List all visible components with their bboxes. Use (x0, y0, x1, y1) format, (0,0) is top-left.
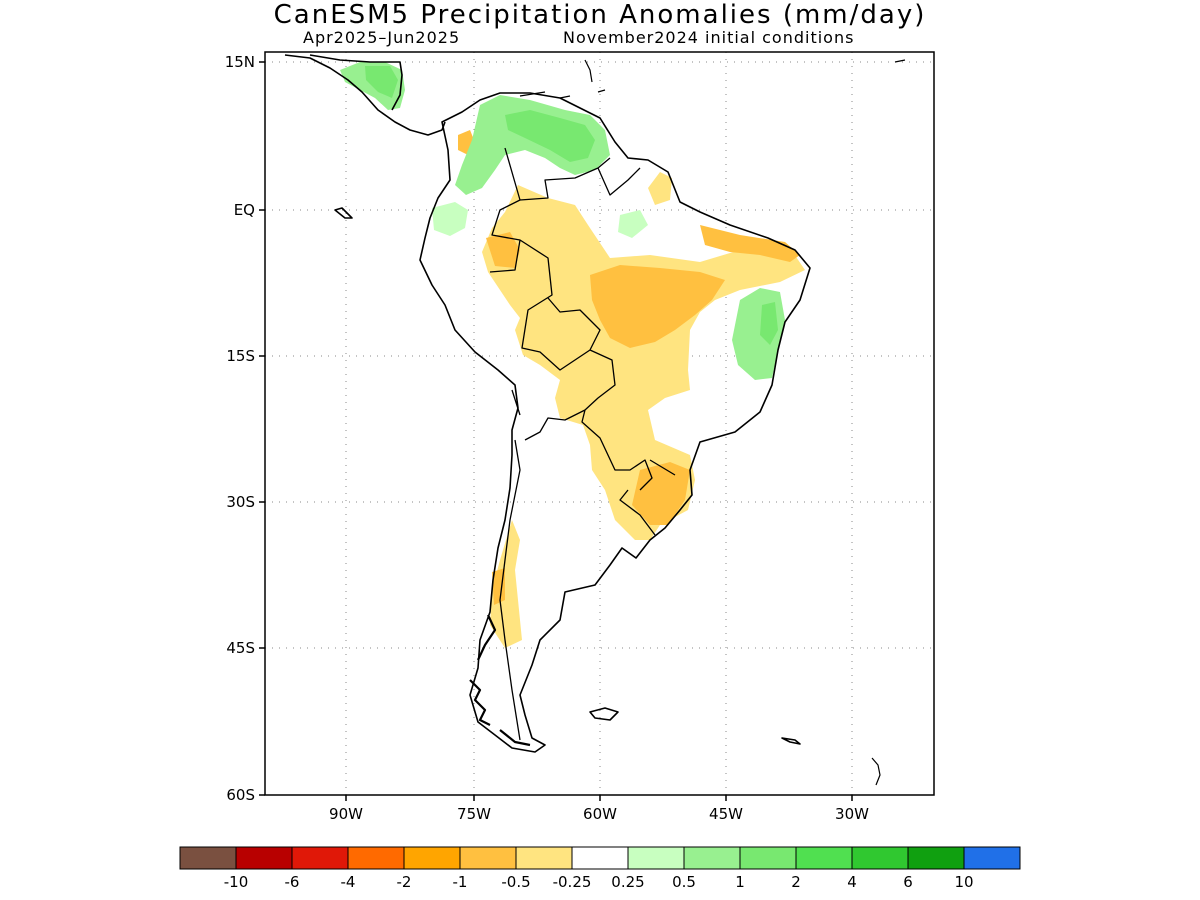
longitude-axis: 90W 75W 60W 45W 30W (329, 795, 869, 823)
colorbar-tick-label: -2 (397, 873, 412, 891)
colorbar-swatch (403, 846, 461, 870)
colorbar-swatch (235, 846, 293, 870)
colorbar-tick-label: -6 (285, 873, 300, 891)
colorbar-tick-label: -0.25 (553, 873, 592, 891)
colorbar-swatch (179, 846, 237, 870)
colorbar-tick-label: -1 (453, 873, 468, 891)
lat-tick-label: 15S (226, 347, 255, 365)
anomaly-shading (340, 62, 805, 648)
galapagos-islands (334, 207, 353, 219)
colorbar-tick-label: 2 (791, 873, 801, 891)
coastlines (284, 54, 906, 786)
colorbar (179, 846, 1021, 870)
initial-conditions: November2024 initial conditions (563, 28, 855, 47)
wet-anomaly-amazon-east (618, 210, 648, 238)
colorbar-tick-label: -10 (224, 873, 249, 891)
lon-tick-label: 90W (329, 805, 363, 823)
south-america-coastline (419, 92, 811, 753)
colorbar-swatch (739, 846, 797, 870)
colorbar-swatch (347, 846, 405, 870)
colorbar-tick-label: 0.25 (611, 873, 644, 891)
wet-anomaly-ecuador (432, 202, 468, 236)
colorbar-tick-label: 1 (735, 873, 745, 891)
map-title: CanESM5 Precipitation Anomalies (mm/day) (273, 0, 927, 30)
forecast-period: Apr2025–Jun2025 (303, 28, 461, 47)
lat-tick-label: 45S (226, 639, 255, 657)
strong-wet-central-america (365, 66, 398, 98)
dry-anomaly-guiana (648, 172, 672, 205)
lon-tick-label: 60W (583, 805, 617, 823)
lon-tick-label: 45W (709, 805, 743, 823)
moderate-dry-andes-north (486, 232, 520, 268)
lat-tick-label: EQ (234, 201, 255, 219)
falkland-islands (589, 707, 619, 721)
caribbean-islands (519, 59, 906, 99)
colorbar-tick-label: 10 (954, 873, 973, 891)
country-borders (489, 147, 676, 741)
latitude-axis: 15N EQ 15S 30S 45S 60S (225, 53, 265, 804)
moderate-dry-north-coast (700, 225, 800, 262)
colorbar-tick-label: 4 (847, 873, 857, 891)
colorbar-swatch (515, 846, 573, 870)
dry-anomaly-patagonia (490, 520, 522, 648)
lat-tick-label: 15N (225, 53, 255, 71)
colorbar-swatch (683, 846, 741, 870)
lon-tick-label: 30W (835, 805, 869, 823)
colorbar-swatch (963, 846, 1021, 870)
strong-wet-northeast-brazil (760, 302, 778, 345)
lon-tick-label: 75W (457, 805, 491, 823)
south-sandwich-islands (871, 757, 881, 786)
moderate-dry-patagonia (492, 568, 505, 605)
colorbar-swatch (851, 846, 909, 870)
dry-anomaly-amazon (482, 185, 805, 540)
colorbar-swatch (571, 846, 629, 870)
central-america-coastline (284, 54, 446, 136)
moderate-dry-central-brazil (590, 265, 725, 348)
colorbar-tick-label: 0.5 (672, 873, 696, 891)
colorbar-swatch (459, 846, 517, 870)
colorbar-tick-label: -4 (341, 873, 356, 891)
colorbar-swatch (627, 846, 685, 870)
colorbar-labels: -10 -6 -4 -2 -1 -0.5 -0.25 0.25 0.5 1 2 4 6 10 (224, 873, 974, 891)
colorbar-swatch (907, 846, 965, 870)
colorbar-swatch (795, 846, 853, 870)
strong-wet-venezuela (505, 110, 595, 162)
lat-tick-label: 30S (226, 493, 255, 511)
moderate-dry-south-brazil (632, 462, 690, 525)
colorbar-swatch (291, 846, 349, 870)
south-georgia (781, 737, 801, 745)
lat-tick-label: 60S (226, 786, 255, 804)
wet-anomaly-venezuela (455, 95, 610, 195)
colorbar-tick-label: -0.5 (501, 873, 530, 891)
colorbar-tick-label: 6 (903, 873, 913, 891)
chilean-fjords (469, 614, 531, 747)
